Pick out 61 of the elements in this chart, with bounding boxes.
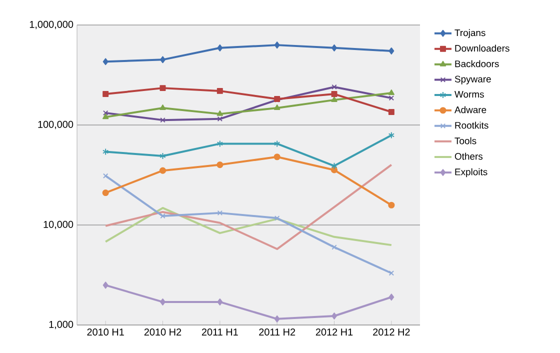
point (102, 282, 108, 289)
line-series (104, 164, 392, 250)
point (332, 244, 337, 250)
point (160, 213, 166, 219)
point (331, 162, 338, 170)
point (216, 88, 223, 94)
x-tick-label: 2012 H1 (316, 328, 353, 336)
point (274, 140, 280, 148)
point (274, 216, 280, 221)
point (217, 44, 223, 52)
point (216, 140, 224, 148)
point (332, 84, 337, 90)
x-tick-label: 2011 H1 (202, 328, 238, 336)
point (388, 202, 395, 208)
legend-label: Adware (454, 106, 486, 114)
point (274, 104, 280, 110)
legend-label: Rootkits (455, 122, 488, 129)
x-tick-label: 2010 H2 (144, 328, 182, 336)
point (332, 312, 337, 320)
point (102, 114, 109, 120)
point (330, 166, 338, 174)
x-tick-label: 2012 H2 (373, 328, 410, 336)
point (216, 110, 224, 116)
point (216, 161, 224, 168)
point (160, 56, 166, 64)
point (160, 152, 166, 160)
legend-label: Trojans (454, 29, 486, 38)
point (332, 44, 337, 52)
legend-label: Worms (454, 91, 484, 98)
point (102, 91, 109, 98)
point (388, 108, 394, 115)
point (217, 210, 223, 216)
point (274, 315, 280, 322)
line-series (104, 206, 392, 246)
legend-label: Others (454, 152, 483, 160)
legend-label: Spyware (454, 76, 491, 84)
point (160, 298, 166, 306)
point (388, 294, 394, 301)
point (102, 58, 108, 66)
point (274, 42, 280, 49)
point (388, 47, 394, 54)
point (274, 154, 280, 160)
point (160, 117, 166, 123)
y-tick-label: 1,000,000 (30, 20, 74, 30)
point (217, 298, 223, 306)
y-tick-label: 1,000 (49, 320, 74, 330)
y-tick-label: 100,000 (38, 120, 74, 130)
point (102, 189, 109, 196)
point (388, 89, 395, 95)
point (160, 104, 166, 110)
y-tick-label: 10,000 (44, 220, 74, 230)
point (159, 167, 166, 174)
x-tick-label: 2010 H1 (87, 328, 124, 336)
point (160, 85, 166, 92)
point (331, 91, 338, 98)
legend-label: Downloaders (455, 44, 510, 52)
legend-label: Tools (454, 137, 476, 144)
legend-label: Backdoors (455, 60, 499, 68)
legend-label: Exploits (455, 168, 488, 178)
point (217, 116, 223, 122)
x-tick-label: 2011 H2 (259, 328, 296, 336)
